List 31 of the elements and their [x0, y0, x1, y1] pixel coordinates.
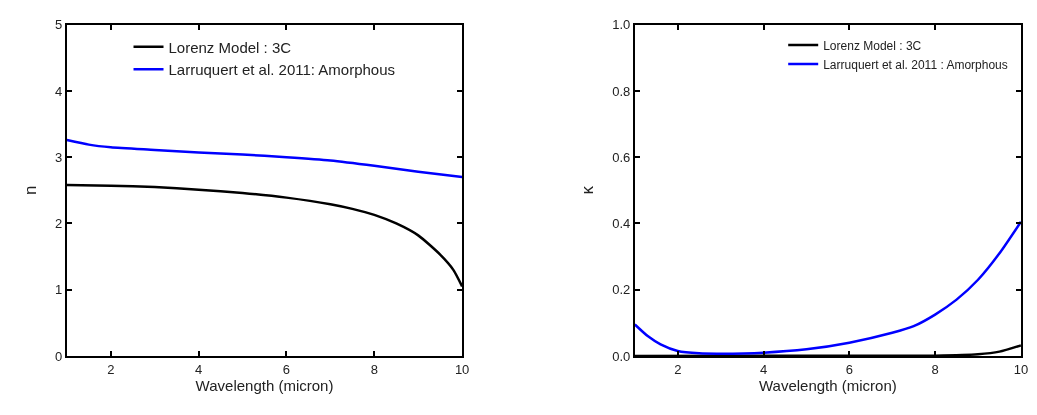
legend-label: Lorenz Model : 3C — [823, 38, 922, 53]
y-tick-label: 3 — [55, 149, 63, 165]
y-tick-label: 0.2 — [612, 282, 631, 298]
x-axis-title: Wavelength (micron) — [195, 376, 334, 394]
y-tick-label: 0 — [55, 348, 63, 364]
legend-label: Larruquert et al. 2011: Amorphous — [168, 61, 396, 79]
x-tick-label: 6 — [845, 361, 853, 377]
y-tick-label: 0.0 — [612, 348, 631, 364]
x-tick-label: 10 — [454, 361, 470, 377]
y-tick-label: 0.6 — [612, 149, 631, 165]
y-tick-label: 1 — [55, 282, 63, 298]
legend-label: Larruquert et al. 2011 : Amorphous — [823, 57, 1008, 72]
y-tick-label: 4 — [55, 83, 63, 99]
x-tick-label: 2 — [674, 361, 682, 377]
x-axis-title: Wavelength (micron) — [758, 376, 897, 394]
x-tick-label: 2 — [107, 361, 115, 377]
x-tick-label: 10 — [1013, 361, 1029, 377]
y-tick-label: 1.0 — [612, 17, 631, 33]
y-tick-label: 0.8 — [612, 83, 631, 99]
y-tick-label: 0.4 — [612, 216, 631, 232]
x-tick-label: 4 — [195, 361, 203, 377]
x-tick-label: 4 — [759, 361, 768, 377]
line-series — [66, 138, 463, 179]
x-tick-label: 8 — [931, 361, 939, 377]
x-tick-label: 8 — [370, 361, 378, 377]
x-tick-label: 6 — [282, 361, 291, 377]
legend-label: Lorenz Model : 3C — [168, 38, 292, 56]
y-axis-title: κ — [578, 185, 598, 195]
y-tick-label: 5 — [55, 17, 63, 33]
y-axis-title: n — [21, 185, 41, 196]
y-tick-label: 2 — [55, 216, 63, 232]
